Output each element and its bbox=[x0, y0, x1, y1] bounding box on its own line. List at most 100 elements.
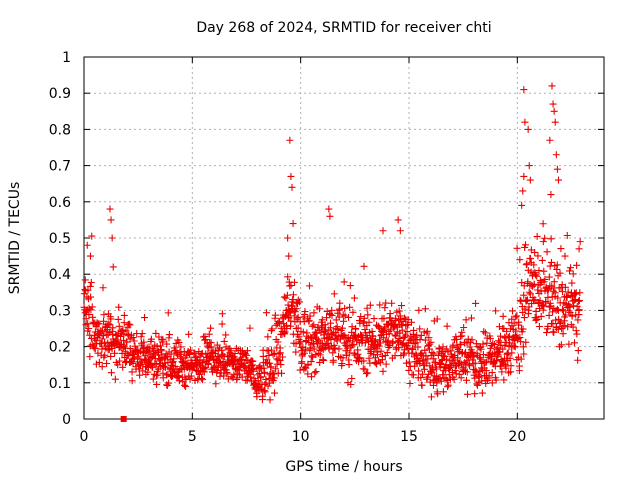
peak-point bbox=[518, 201, 526, 209]
peak-point bbox=[289, 220, 297, 228]
data-point bbox=[165, 379, 173, 387]
data-point bbox=[547, 258, 555, 266]
data-point bbox=[512, 327, 520, 335]
data-point bbox=[418, 381, 426, 389]
data-point bbox=[157, 356, 165, 364]
peak-point bbox=[561, 252, 569, 260]
data-point bbox=[352, 325, 360, 333]
data-point bbox=[341, 312, 349, 320]
data-point bbox=[283, 291, 291, 299]
data-point bbox=[517, 338, 525, 346]
data-point bbox=[335, 313, 343, 321]
data-point bbox=[401, 314, 409, 322]
data-point bbox=[296, 339, 304, 347]
data-point bbox=[569, 270, 577, 278]
peak-point bbox=[87, 252, 94, 260]
data-point bbox=[84, 320, 92, 328]
data-point bbox=[98, 345, 106, 353]
data-point bbox=[81, 276, 89, 284]
data-point bbox=[391, 352, 399, 360]
data-point bbox=[460, 324, 468, 332]
data-point bbox=[500, 376, 508, 384]
data-point bbox=[362, 370, 370, 378]
data-point bbox=[481, 329, 489, 337]
data-point bbox=[573, 330, 581, 338]
data-point bbox=[308, 352, 316, 360]
data-point bbox=[91, 345, 99, 353]
data-point bbox=[576, 289, 584, 297]
data-point bbox=[480, 328, 488, 336]
data-point bbox=[557, 245, 565, 253]
data-point bbox=[463, 368, 471, 376]
data-point bbox=[388, 299, 396, 307]
data-point bbox=[544, 322, 552, 330]
data-point bbox=[536, 297, 544, 305]
data-point bbox=[444, 383, 452, 391]
data-point bbox=[396, 334, 404, 342]
data-point bbox=[126, 335, 134, 343]
data-point bbox=[271, 311, 279, 319]
data-point bbox=[153, 380, 161, 388]
data-point bbox=[515, 318, 523, 326]
data-point bbox=[280, 329, 288, 337]
data-point bbox=[516, 334, 524, 342]
data-point bbox=[401, 333, 409, 341]
data-point bbox=[262, 309, 270, 317]
data-point bbox=[136, 371, 144, 379]
data-point bbox=[116, 357, 124, 365]
data-point bbox=[415, 367, 423, 375]
data-point bbox=[541, 234, 549, 242]
data-point bbox=[432, 365, 440, 373]
data-point bbox=[429, 355, 437, 363]
data-point bbox=[443, 345, 451, 353]
data-point bbox=[439, 352, 447, 360]
data-point bbox=[243, 351, 251, 359]
data-point bbox=[125, 320, 133, 328]
data-point bbox=[364, 334, 372, 342]
data-point bbox=[120, 319, 128, 327]
peak-point bbox=[552, 151, 560, 159]
data-point bbox=[261, 388, 269, 396]
data-point bbox=[565, 267, 573, 275]
data-point bbox=[360, 357, 368, 365]
data-point bbox=[92, 360, 100, 368]
data-point bbox=[395, 307, 403, 315]
data-point bbox=[338, 324, 346, 332]
data-point bbox=[218, 320, 226, 328]
data-point bbox=[284, 301, 292, 309]
data-point bbox=[175, 377, 183, 385]
data-point bbox=[381, 304, 389, 312]
data-point bbox=[471, 366, 479, 374]
data-point bbox=[460, 366, 468, 374]
data-point bbox=[303, 329, 311, 337]
data-point bbox=[98, 363, 106, 371]
data-point bbox=[346, 282, 354, 290]
data-point bbox=[526, 255, 534, 263]
data-point bbox=[554, 294, 562, 302]
data-point bbox=[364, 311, 372, 319]
data-point bbox=[421, 305, 429, 313]
data-point bbox=[574, 316, 582, 324]
data-point bbox=[539, 306, 547, 314]
data-point bbox=[119, 326, 127, 334]
data-point bbox=[299, 328, 307, 336]
data-point bbox=[267, 346, 275, 354]
data-point bbox=[405, 358, 413, 366]
y-tick-label: 0.3 bbox=[49, 303, 71, 319]
data-point bbox=[312, 368, 320, 376]
data-point bbox=[423, 327, 431, 335]
peak-point bbox=[287, 172, 295, 180]
data-point bbox=[382, 360, 390, 368]
data-point bbox=[207, 324, 215, 332]
data-point bbox=[384, 337, 392, 345]
data-point bbox=[165, 331, 173, 339]
data-point bbox=[218, 310, 226, 318]
data-point bbox=[457, 374, 465, 382]
data-point bbox=[257, 373, 265, 381]
data-point bbox=[556, 269, 564, 277]
data-point bbox=[243, 347, 251, 355]
data-point bbox=[443, 376, 451, 384]
data-point bbox=[129, 334, 137, 342]
data-point bbox=[120, 331, 128, 339]
data-point bbox=[318, 345, 326, 353]
